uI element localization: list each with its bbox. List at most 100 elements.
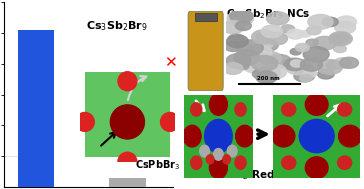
Text: CO$_2$ Reduction: CO$_2$ Reduction [226,168,311,182]
Circle shape [304,70,317,77]
Circle shape [285,59,312,75]
Circle shape [230,9,253,23]
Circle shape [287,29,304,39]
Circle shape [300,58,323,71]
Circle shape [183,125,201,147]
Circle shape [300,31,311,37]
Circle shape [306,26,321,35]
Circle shape [252,30,276,44]
Circle shape [336,83,347,93]
Circle shape [333,34,350,43]
Circle shape [290,60,303,67]
Circle shape [226,35,248,48]
Circle shape [295,43,309,52]
Circle shape [329,34,345,44]
Circle shape [327,61,340,69]
Circle shape [260,40,278,51]
Circle shape [237,63,249,70]
Circle shape [121,53,134,66]
FancyBboxPatch shape [188,11,223,91]
Text: Cs$_3$Sb$_2$Br$_9$: Cs$_3$Sb$_2$Br$_9$ [86,19,148,33]
Circle shape [281,25,295,33]
Circle shape [338,156,352,169]
Circle shape [118,72,137,91]
Circle shape [300,75,312,82]
Text: Cs$_3$Sb$_2$Br$_9$ NCs: Cs$_3$Sb$_2$Br$_9$ NCs [226,7,311,21]
Circle shape [195,83,203,93]
Circle shape [334,58,351,68]
Text: CsPbBr$_3$: CsPbBr$_3$ [135,159,181,172]
Circle shape [132,53,145,66]
Circle shape [200,145,209,157]
Circle shape [234,50,260,65]
Circle shape [258,66,280,79]
Circle shape [261,25,282,38]
FancyBboxPatch shape [195,13,217,21]
FancyBboxPatch shape [184,94,253,178]
Circle shape [236,125,254,147]
Circle shape [272,125,295,147]
Circle shape [303,47,329,62]
Circle shape [266,12,289,25]
Circle shape [118,152,137,171]
Circle shape [268,54,292,69]
Circle shape [299,65,314,74]
Circle shape [252,69,268,78]
Circle shape [323,17,338,27]
Circle shape [261,64,286,79]
Circle shape [209,157,228,178]
FancyBboxPatch shape [85,72,170,157]
Circle shape [236,21,251,30]
Circle shape [256,71,277,84]
Circle shape [248,45,272,59]
Text: 200 nm: 200 nm [257,76,280,81]
Circle shape [305,157,328,178]
Circle shape [242,44,253,51]
Circle shape [335,21,356,34]
Circle shape [282,103,296,116]
Circle shape [223,63,243,74]
Circle shape [266,33,288,45]
Circle shape [202,83,210,93]
Circle shape [260,40,273,48]
Circle shape [75,112,94,131]
Circle shape [317,60,343,74]
Circle shape [308,14,333,29]
Circle shape [245,65,257,72]
Circle shape [110,53,122,66]
Circle shape [338,103,352,116]
Circle shape [188,83,196,93]
Circle shape [282,156,296,169]
Circle shape [205,119,232,153]
Circle shape [333,45,346,53]
Circle shape [161,112,179,131]
Text: ✕: ✕ [163,55,177,70]
Bar [109,178,146,187]
Circle shape [214,149,223,160]
Circle shape [306,39,318,46]
Circle shape [256,32,272,41]
Circle shape [313,36,336,50]
FancyBboxPatch shape [273,94,360,178]
Circle shape [251,56,278,71]
Circle shape [305,94,328,115]
Circle shape [336,16,356,28]
Circle shape [339,125,361,147]
Bar [18,30,55,187]
Circle shape [284,58,305,71]
Circle shape [222,20,244,34]
Circle shape [225,41,242,52]
Circle shape [110,105,145,139]
Circle shape [329,32,352,46]
Circle shape [259,52,281,65]
Circle shape [235,156,246,169]
Circle shape [235,103,246,116]
Circle shape [223,155,230,164]
Circle shape [226,54,252,69]
Circle shape [227,11,253,26]
Circle shape [340,57,359,68]
Circle shape [290,48,301,55]
Circle shape [237,40,263,56]
Circle shape [299,119,334,153]
Circle shape [209,94,228,115]
